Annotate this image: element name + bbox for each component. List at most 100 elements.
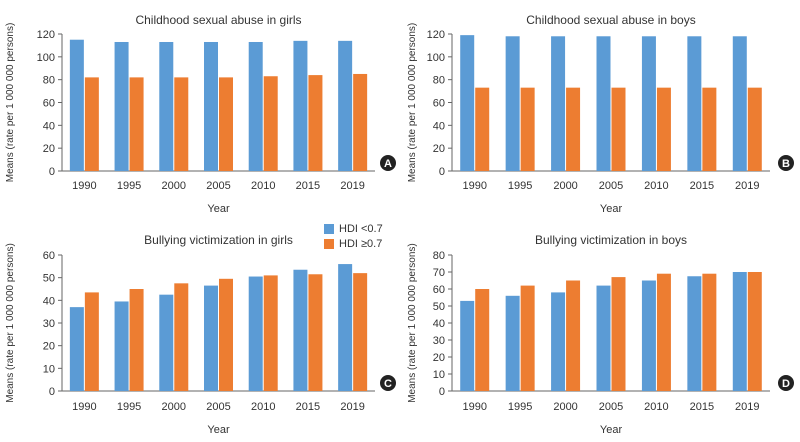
panel-a-badge: [380, 155, 396, 171]
panel-b-bar-low-hdi-1995: [505, 36, 520, 172]
panel-d-x-tick-label: 1990: [462, 401, 486, 413]
panel-b-y-axis-label: Means (rate per 1 000 000 persons): [407, 23, 418, 183]
panel-b-bar-low-hdi-2010: [641, 36, 656, 172]
panel-a-bar-high-hdi-2015: [308, 75, 323, 171]
panel-a-bar-low-hdi-2015: [293, 40, 308, 171]
panel-b-x-tick-label: 2019: [735, 180, 759, 192]
panel-d-bar-low-hdi-1995: [505, 295, 520, 391]
panel-d-bar-high-hdi-1990: [475, 289, 490, 391]
panel-c-x-axis-label: Year: [207, 424, 230, 436]
legend-label-high-hdi: HDI ≥0.7: [339, 237, 383, 250]
panel-a-bar-high-hdi-2000: [174, 77, 189, 171]
panel-a-bar-high-hdi-2005: [219, 77, 233, 171]
panel-a: Childhood sexual abuse in girls 0 20 40 60 80…: [5, 13, 396, 215]
panel-d-y-tick-label: 80: [433, 250, 445, 262]
panel-d-y-axis-label: Means (rate per 1 000 000 persons): [407, 243, 418, 403]
panel-d-bar-high-hdi-2010: [656, 273, 671, 391]
panel-b-x-tick-label: 1995: [508, 180, 532, 192]
panel-c-bar-high-hdi-2015: [308, 274, 323, 391]
panel-c-bar-low-hdi-2000: [159, 294, 174, 391]
panel-a-bar-low-hdi-2010: [248, 41, 263, 171]
legend-swatch-high-hdi: [324, 238, 334, 249]
panel-b-y-tick-label: 0: [439, 166, 445, 178]
panel-d-x-tick-label: 1995: [508, 401, 532, 413]
panel-d-bar-low-hdi-2005: [596, 285, 611, 391]
panel-d-y-tick-label: 70: [433, 267, 445, 279]
panel-a-bar-high-hdi-1990: [84, 77, 99, 171]
panel-d-bar-high-hdi-2005: [611, 277, 626, 391]
panel-a-bar-low-hdi-2000: [159, 41, 174, 171]
panel-b-x-tick-label: 2000: [553, 180, 577, 192]
panel-a-x-tick-label: 2010: [251, 180, 275, 192]
panel-c-x-tick-label: 2019: [340, 401, 364, 413]
panel-d-x-axis-label: Year: [600, 424, 623, 436]
legend-swatch-low-hdi: [324, 223, 334, 234]
panel-a-x-axis-label: Year: [207, 203, 230, 215]
panel-b-bar-low-hdi-2019: [732, 36, 747, 172]
panel-a-y-tick-label: 40: [43, 120, 55, 132]
panel-d-y-tick-label: 40: [433, 318, 445, 330]
panel-a-y-tick-label: 0: [49, 166, 55, 178]
panel-c-x-tick-label: 2005: [206, 401, 230, 413]
panel-b: Childhood sexual abuse in boys 0 20 40 60 80 1…: [407, 13, 794, 215]
panel-a-bar-high-hdi-2019: [353, 73, 368, 171]
panel-d-bar-high-hdi-2000: [566, 280, 581, 391]
panel-a-bar-low-hdi-2005: [204, 41, 218, 171]
panel-b-x-tick-label: 2015: [690, 180, 714, 192]
panel-b-x-tick-label: 1990: [462, 180, 486, 192]
panel-a-x-tick-label: 1990: [72, 180, 96, 192]
panel-d: Bullying victimization in boys 0 10 20 30 40 5…: [407, 233, 794, 436]
panel-d-badge: [778, 375, 794, 391]
panel-b-x-axis-label: Year: [600, 203, 623, 215]
panel-d-bar-low-hdi-1990: [460, 300, 475, 391]
panel-c-badge-letter: C: [384, 378, 392, 390]
panel-d-y-tick-label: 10: [433, 369, 445, 381]
panel-a-bar-high-hdi-2010: [263, 76, 278, 171]
panel-d-y-tick-label: 0: [439, 386, 445, 398]
panel-d-title: Bullying victimization in boys: [535, 233, 687, 247]
panel-c-x-tick-label: 1990: [72, 401, 96, 413]
panel-b-bar-low-hdi-2015: [687, 36, 702, 172]
legend-item-high-hdi: HDI ≥0.7: [324, 236, 383, 251]
panel-a-bar-high-hdi-1995: [129, 77, 144, 171]
panel-b-bar-high-hdi-1990: [475, 87, 490, 171]
panel-c-bar-low-hdi-2019: [338, 264, 353, 391]
panel-d-x-tick-label: 2005: [599, 401, 623, 413]
panel-d-bar-high-hdi-2019: [747, 272, 762, 391]
panel-c-y-tick-label: 0: [49, 386, 55, 398]
panel-c-bar-low-hdi-1995: [114, 301, 129, 391]
panel-c-bar-high-hdi-1995: [129, 289, 144, 391]
panel-d-bar-low-hdi-2010: [641, 280, 656, 391]
panel-b-bar-low-hdi-2005: [596, 36, 611, 172]
panel-a-bar-low-hdi-2019: [338, 40, 353, 171]
panel-b-y-tick-label: 80: [433, 75, 445, 87]
panel-a-y-tick-label: 80: [43, 75, 55, 87]
panel-c-bar-low-hdi-2015: [293, 269, 308, 391]
panel-a-bar-low-hdi-1990: [69, 39, 84, 172]
panel-d-bar-high-hdi-2015: [702, 273, 717, 391]
legend: HDI <0.7 HDI ≥0.7: [324, 221, 383, 251]
panel-b-bar-high-hdi-2019: [747, 87, 762, 171]
panel-a-y-tick-label: 60: [43, 98, 55, 110]
panel-d-x-tick-label: 2019: [735, 401, 759, 413]
panel-a-bar-low-hdi-1995: [114, 41, 129, 171]
panel-b-title: Childhood sexual abuse in boys: [526, 13, 695, 27]
panel-c-y-tick-label: 50: [43, 273, 55, 285]
panel-a-y-axis-label: Means (rate per 1 000 000 persons): [5, 23, 16, 183]
panel-c-bar-high-hdi-2000: [174, 283, 189, 391]
panel-b-y-tick-label: 20: [433, 143, 445, 155]
legend-label-low-hdi: HDI <0.7: [339, 222, 383, 235]
panel-d-bar-low-hdi-2000: [551, 292, 566, 391]
panel-c-x-tick-label: 2015: [296, 401, 320, 413]
panel-a-y-tick-label: 20: [43, 143, 55, 155]
panel-a-x-tick-label: 2000: [162, 180, 186, 192]
panel-c-y-tick-label: 60: [43, 250, 55, 262]
panel-b-x-tick-label: 2005: [599, 180, 623, 192]
panel-d-bar-high-hdi-1995: [520, 285, 535, 391]
panel-c: Bullying victimization in girls 0 10 20 30 40…: [5, 233, 396, 436]
panel-a-badge-letter: A: [384, 158, 392, 170]
panel-b-y-tick-label: 40: [433, 120, 445, 132]
panel-b-bar-low-hdi-1990: [460, 35, 475, 172]
panel-a-x-tick-label: 1995: [117, 180, 141, 192]
panel-c-title: Bullying victimization in girls: [144, 233, 293, 247]
